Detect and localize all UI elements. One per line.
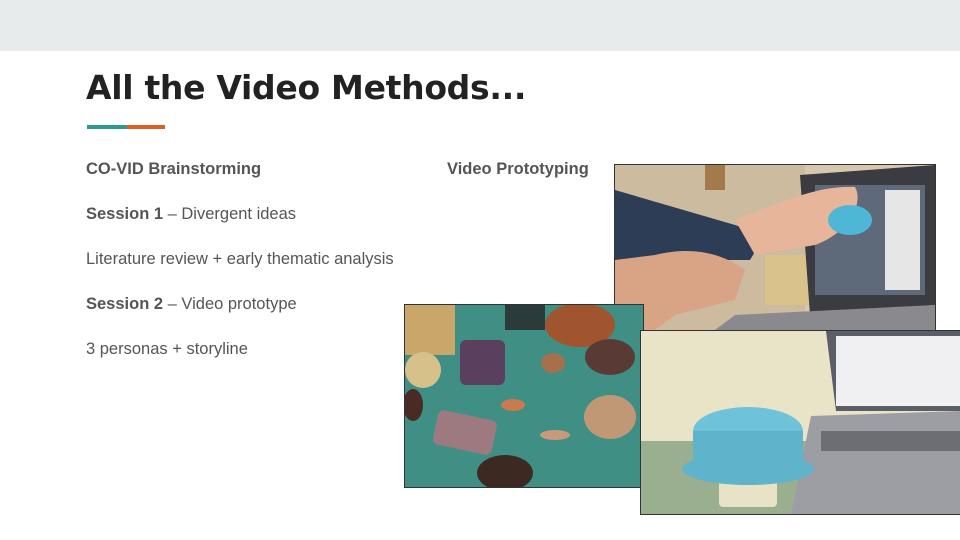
session2-label: Session 2	[86, 295, 164, 313]
photo-clay-objects	[404, 304, 644, 488]
photo-hands-laptop	[614, 164, 936, 331]
brainstorming-heading: CO-VID Brainstorming	[86, 160, 262, 178]
top-bar	[0, 0, 960, 51]
session1-label: Session 1	[86, 205, 164, 223]
literature-review-line: Literature review + early thematic analy…	[86, 250, 394, 268]
session1-line: Session 1 – Divergent ideas	[86, 205, 296, 224]
photo-blue-brush-prototype	[640, 330, 960, 515]
accent-line-teal	[87, 125, 127, 129]
personas-line: 3 personas + storyline	[86, 340, 248, 358]
slide-title: All the Video Methods...	[86, 68, 527, 107]
accent-line-orange	[127, 125, 165, 129]
session2-text: – Video prototype	[163, 295, 297, 313]
video-prototyping-heading: Video Prototyping	[447, 160, 589, 178]
session2-line: Session 2 – Video prototype	[86, 295, 297, 314]
session1-text: – Divergent ideas	[163, 205, 297, 223]
